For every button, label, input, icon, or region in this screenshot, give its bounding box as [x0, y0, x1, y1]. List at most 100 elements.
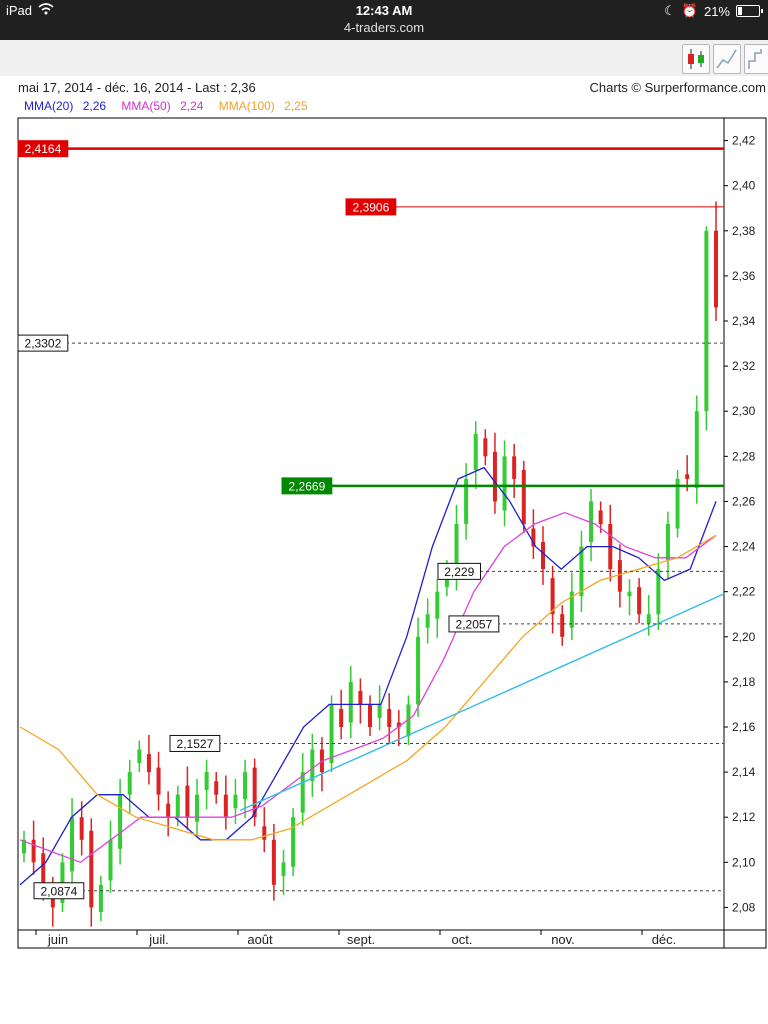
candle-body — [348, 681, 353, 723]
line-chart-button[interactable] — [713, 44, 741, 74]
candle-body — [483, 438, 488, 457]
line-chart-icon — [716, 49, 737, 69]
y-tick-label: 2,30 — [732, 404, 756, 418]
x-tick-label: juin — [47, 932, 68, 947]
level-label: 2,1527 — [177, 737, 214, 751]
candle-body — [656, 569, 661, 615]
candle-body — [156, 767, 161, 795]
clock: 12:43 AM — [355, 3, 413, 18]
level-label-box — [448, 615, 500, 633]
level-label-box — [17, 334, 69, 352]
y-tick-label: 2,28 — [732, 449, 756, 463]
alarm-icon: ⏰ — [681, 3, 698, 18]
device-name: iPad — [6, 3, 33, 18]
level-label: 2,229 — [444, 565, 474, 579]
x-tick-label: nov. — [551, 932, 575, 947]
chart-toolbar — [0, 40, 768, 76]
candle-body — [271, 839, 276, 885]
y-tick-label: 2,40 — [732, 179, 756, 193]
level-label-box — [281, 477, 333, 495]
chart-credit[interactable]: Charts © Surperformance.com — [589, 80, 766, 95]
status-bar: iPad 12:43 AM 4-traders.com ☾ ⏰ 21% — [0, 0, 768, 40]
candle-body — [358, 690, 363, 705]
page-url[interactable]: 4-traders.com — [343, 20, 425, 35]
x-tick-label: déc. — [652, 932, 677, 947]
candle-body — [521, 469, 526, 524]
candle-body — [339, 708, 344, 727]
y-tick-label: 2,12 — [732, 810, 756, 824]
candle-body — [262, 826, 267, 840]
candlestick-chart-icon — [688, 49, 704, 69]
wifi-icon — [38, 3, 54, 18]
candle-body — [665, 524, 670, 561]
candle-body — [704, 230, 709, 412]
y-tick-label: 2,42 — [732, 134, 756, 148]
candle-body — [685, 474, 690, 479]
candle-body — [166, 803, 171, 818]
candle-body — [22, 839, 26, 854]
legend-mma20: MMA(20) 2,26 — [24, 99, 112, 113]
candle-body — [204, 772, 209, 791]
candle-body — [300, 772, 305, 813]
y-tick-label: 2,36 — [732, 269, 756, 283]
candle-body — [243, 772, 248, 800]
candle-body — [406, 704, 411, 737]
candle-body — [569, 591, 574, 628]
y-tick-label: 2,16 — [732, 720, 756, 734]
candle-body — [416, 636, 421, 705]
status-right: ☾ ⏰ 21% — [664, 3, 763, 19]
candle-body — [118, 794, 123, 849]
candle-body — [694, 411, 699, 488]
step-chart-button[interactable] — [744, 44, 768, 74]
legend-mma50: MMA(50) 2,24 — [121, 99, 209, 113]
legend-mma100-label: MMA(100) — [218, 99, 275, 113]
candle-body — [329, 704, 334, 764]
legend-mma100-value: 2,25 — [284, 99, 308, 113]
moon-icon: ☾ — [664, 3, 676, 18]
candlestick-chart-button[interactable] — [682, 44, 710, 74]
candle-body — [598, 510, 603, 524]
step-chart-icon — [748, 49, 762, 69]
candle-body — [291, 817, 296, 867]
y-tick-label: 2,20 — [732, 630, 756, 644]
legend-mma100: MMA(100) 2,25 — [219, 99, 314, 113]
x-tick-label: sept. — [347, 932, 375, 947]
trendline — [239, 593, 725, 812]
candle-body — [396, 722, 401, 727]
candle-body — [137, 749, 142, 764]
candle-body — [541, 542, 545, 570]
y-tick-label: 2,22 — [732, 585, 756, 599]
candle-body — [281, 862, 286, 876]
candle-body — [233, 794, 238, 809]
candle-body — [79, 817, 84, 840]
level-label: 2,4164 — [25, 142, 62, 156]
legend-mma50-label: MMA(50) — [121, 99, 171, 113]
candle-body — [108, 839, 113, 881]
candle-body — [146, 754, 151, 773]
candle-body — [368, 704, 372, 727]
candle-body — [195, 794, 199, 822]
y-tick-label: 2,34 — [732, 314, 756, 328]
candle-body — [89, 830, 94, 908]
legend-mma50-value: 2,24 — [180, 99, 204, 113]
legend-mma20-value: 2,26 — [82, 99, 107, 113]
y-tick-label: 2,32 — [732, 359, 756, 373]
level-label: 2,2669 — [289, 479, 326, 493]
level-label-box — [33, 882, 85, 900]
candle-body — [646, 614, 651, 624]
candle-body — [714, 230, 718, 308]
x-tick-label: août — [247, 932, 273, 947]
y-tick-label: 2,14 — [732, 765, 756, 779]
candle-body — [627, 591, 632, 597]
candle-body — [31, 839, 36, 863]
candle-body — [550, 578, 555, 615]
candle-body — [464, 478, 469, 524]
chart-frame — [17, 117, 767, 949]
chart-header: mai 17, 2014 - déc. 16, 2014 - Last : 2,… — [18, 80, 768, 98]
candle-body — [589, 501, 594, 543]
indicator-legend: MMA(20) 2,26 MMA(50) 2,24 MMA(100) 2,25 — [24, 99, 320, 113]
level-label: 2,0874 — [41, 884, 78, 898]
candle-body — [98, 884, 103, 912]
candle-body — [675, 478, 680, 529]
